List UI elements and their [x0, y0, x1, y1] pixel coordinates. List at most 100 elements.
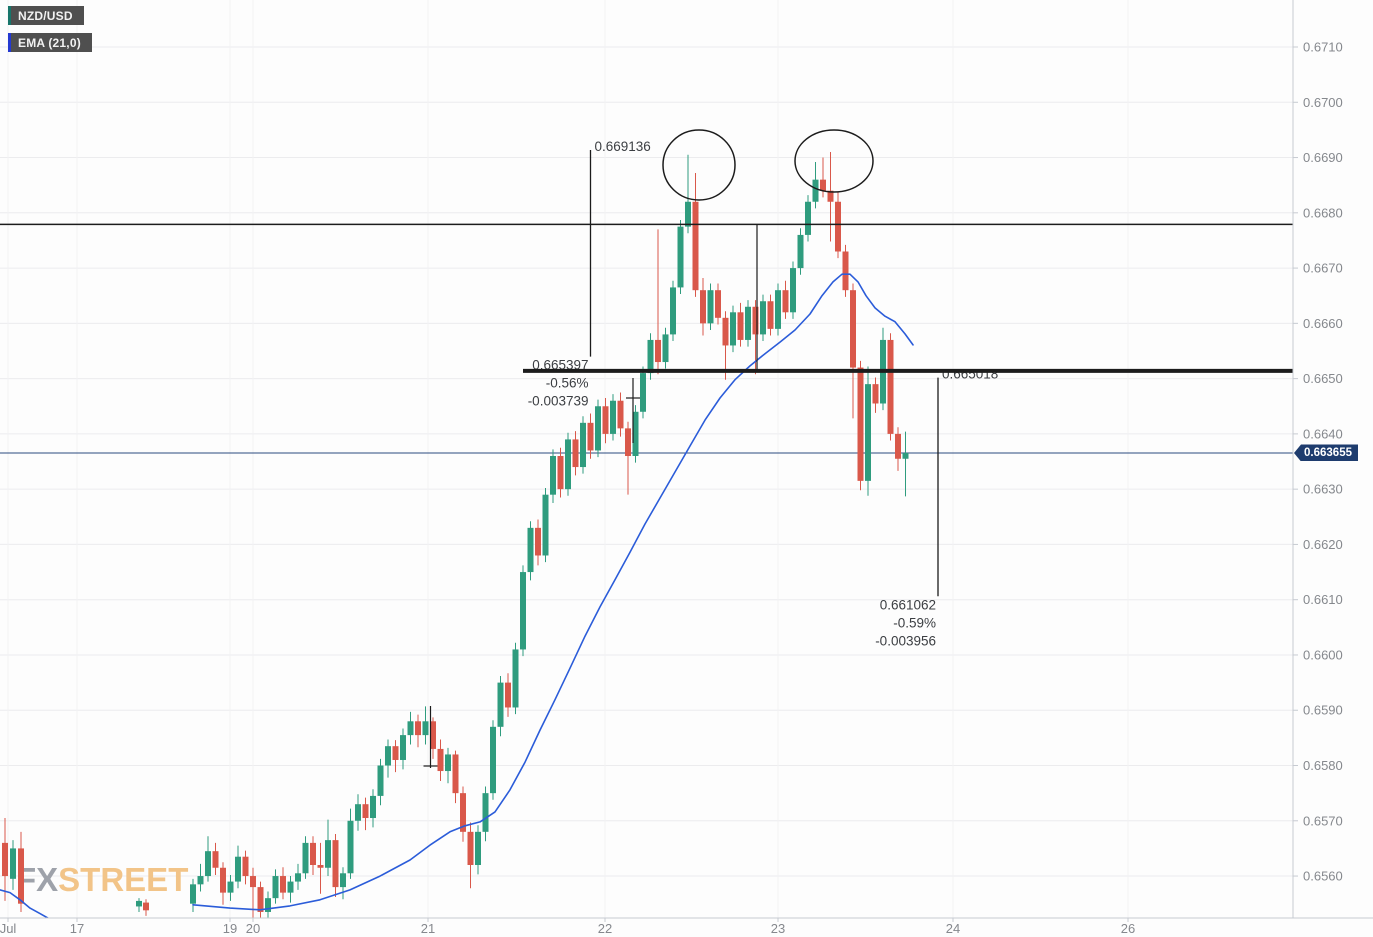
candle-body	[550, 455, 556, 495]
indicator-ema-badge[interactable]: EMA (21,0)	[8, 33, 92, 52]
candle-body	[827, 190, 834, 202]
candle-body	[302, 842, 309, 874]
gridlines	[0, 0, 1293, 918]
ema-line	[0, 889, 49, 918]
measure-bottom-label: -0.003739	[528, 394, 589, 409]
y-axis-label: 0.6600	[1303, 647, 1343, 662]
candle-body	[280, 876, 286, 893]
candle-body	[220, 867, 226, 893]
candle-body	[557, 455, 564, 490]
x-axis-label: 20	[246, 921, 260, 936]
candle-body	[452, 754, 459, 794]
x-axis-label: 21	[421, 921, 435, 936]
candle-body	[535, 527, 541, 556]
candle-body	[655, 339, 661, 363]
x-axis-label: 24	[946, 921, 960, 936]
candle-body	[670, 287, 676, 335]
symbol-badge-label: NZD/USD	[18, 8, 73, 23]
candle-body	[287, 881, 294, 893]
candle-body	[377, 765, 384, 796]
y-axis-label: 0.6560	[1303, 869, 1343, 884]
symbol-badge[interactable]: NZD/USD	[8, 6, 84, 25]
y-axis-label: 0.6690	[1303, 150, 1343, 165]
candle-body	[362, 804, 369, 819]
candle-body	[205, 851, 211, 877]
pattern-circle[interactable]	[794, 129, 874, 193]
candle-body	[707, 290, 714, 324]
candle-body	[460, 793, 466, 832]
candle-body	[250, 876, 256, 888]
candle-body	[797, 234, 804, 269]
measure-bottom-label: -0.56%	[546, 376, 589, 391]
candle-body	[190, 884, 196, 904]
candle-body	[587, 422, 594, 451]
candle-body	[812, 179, 819, 202]
y-axis-label: 0.6580	[1303, 758, 1343, 773]
candle-body	[355, 804, 361, 821]
measure-bottom-label: 0.661062	[880, 597, 936, 612]
y-axis-label: 0.6620	[1303, 537, 1343, 552]
candle-body	[760, 301, 766, 335]
y-axis-label: 0.6570	[1303, 813, 1343, 828]
candle-body	[700, 290, 706, 324]
drawings-layer: 0.6691360.665397-0.56%-0.0037390.6650180…	[0, 129, 1293, 768]
candle-body	[790, 268, 796, 313]
pattern-circle[interactable]	[662, 129, 736, 201]
candle-body	[18, 848, 24, 904]
candle-body	[685, 201, 691, 227]
candle-body	[415, 721, 421, 736]
x-axis-label: 26	[1121, 921, 1135, 936]
candle-body	[730, 312, 736, 346]
candle-body	[835, 201, 841, 252]
candle-body	[197, 876, 204, 885]
candle-body	[865, 384, 871, 481]
candle-body	[820, 179, 826, 191]
x-axis-label: 22	[598, 921, 612, 936]
candle-body	[310, 842, 316, 865]
candle-body	[902, 452, 909, 459]
candle-body	[775, 290, 781, 329]
candle-body	[737, 312, 744, 340]
candle-body	[565, 439, 571, 490]
candle-body	[340, 873, 346, 888]
current-price-badge[interactable]: 0.663655	[1294, 444, 1358, 462]
candle-body	[437, 748, 444, 772]
candle-body	[235, 856, 241, 882]
y-axis-label: 0.6610	[1303, 592, 1343, 607]
candle-body	[475, 831, 481, 865]
candle-body	[595, 406, 601, 451]
candle-body	[745, 306, 751, 340]
x-axis-label: 17	[70, 921, 84, 936]
candle-body	[370, 795, 376, 819]
candle-body	[542, 494, 549, 556]
candle-body	[265, 898, 271, 912]
candle-body	[692, 201, 699, 291]
candle-body	[520, 572, 526, 650]
measure-top-label: 0.665018	[942, 367, 998, 382]
candle-body	[887, 339, 894, 434]
candle-body	[407, 721, 414, 736]
candle-body	[482, 793, 489, 832]
candle-body	[512, 649, 519, 708]
candle-body	[430, 721, 436, 749]
candle-body	[295, 873, 301, 882]
candle-body	[385, 746, 391, 766]
candle-body	[647, 339, 654, 374]
candle-body	[242, 856, 249, 877]
candle-body	[467, 831, 474, 865]
candle-body	[842, 251, 849, 291]
candle-body	[227, 881, 234, 893]
candle-body	[505, 682, 511, 708]
candle-body	[617, 400, 624, 429]
x-axis-label: Jul	[0, 921, 16, 936]
y-axis-label: 0.6660	[1303, 316, 1343, 331]
y-axis-label: 0.6640	[1303, 426, 1343, 441]
y-axis-label: 0.6650	[1303, 371, 1343, 386]
candle-body	[857, 367, 864, 481]
candle-body	[572, 439, 579, 468]
x-axis-label: 19	[223, 921, 237, 936]
candle-body	[805, 201, 811, 235]
y-axis-label: 0.6700	[1303, 95, 1343, 110]
